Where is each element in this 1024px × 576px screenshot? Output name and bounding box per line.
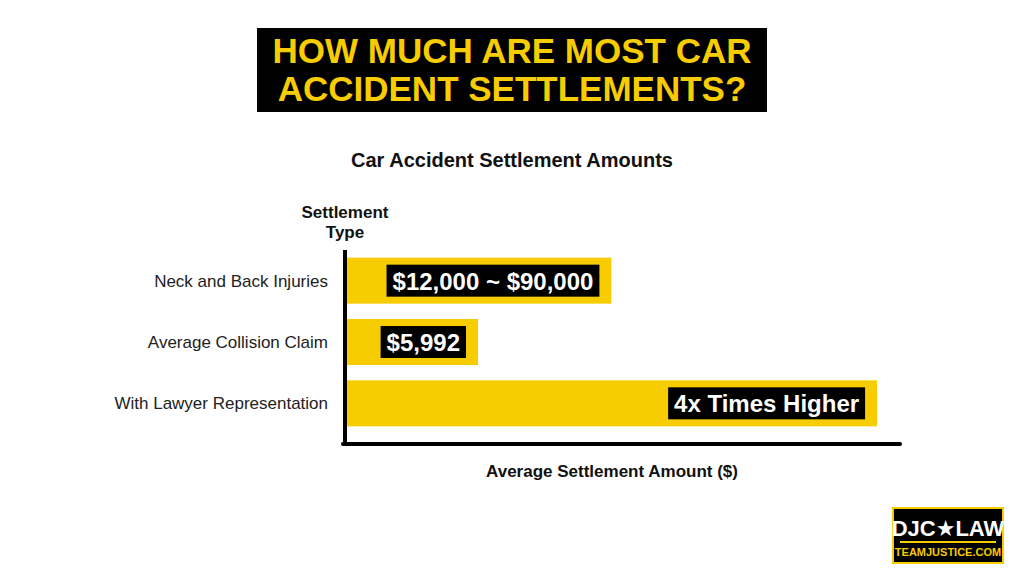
data-label-bg	[387, 265, 600, 297]
category-label: With Lawyer Representation	[114, 394, 328, 413]
data-label: 4x Times Higher	[674, 390, 859, 417]
chart: Car Accident Settlement Amounts Neck and …	[0, 0, 1024, 576]
chart-title: Car Accident Settlement Amounts	[351, 149, 673, 171]
logo-brand: DJC★LAW	[892, 516, 1005, 541]
data-label-group: 4x Times Higher	[668, 387, 865, 419]
logo-site: TEAMJUSTICE.COM	[895, 546, 1001, 558]
data-label: $5,992	[387, 329, 460, 356]
x-axis-label: Average Settlement Amount ($)	[486, 462, 738, 481]
banner: HOW MUCH ARE MOST CAR ACCIDENT SETTLEMEN…	[257, 28, 767, 112]
bar	[345, 380, 877, 426]
data-label: $12,000 ~ $90,000	[393, 268, 594, 295]
y-axis-label: Settlement Type	[285, 203, 405, 243]
data-label-group: $12,000 ~ $90,000	[387, 265, 600, 297]
logo-rule	[900, 541, 996, 543]
data-label-bg	[668, 387, 865, 419]
x-axis-line	[343, 442, 900, 446]
category-label: Average Collision Claim	[148, 333, 328, 352]
logo: DJC★LAW TEAMJUSTICE.COM	[892, 508, 1005, 563]
category-label: Neck and Back Injuries	[154, 272, 328, 291]
bar	[345, 319, 478, 365]
data-label-group: $5,992	[381, 326, 466, 358]
banner-wrap: HOW MUCH ARE MOST CAR ACCIDENT SETTLEMEN…	[0, 28, 1024, 112]
data-label-bg	[381, 326, 466, 358]
bars	[345, 258, 877, 427]
y-axis-line	[343, 250, 347, 446]
bar	[345, 258, 611, 304]
